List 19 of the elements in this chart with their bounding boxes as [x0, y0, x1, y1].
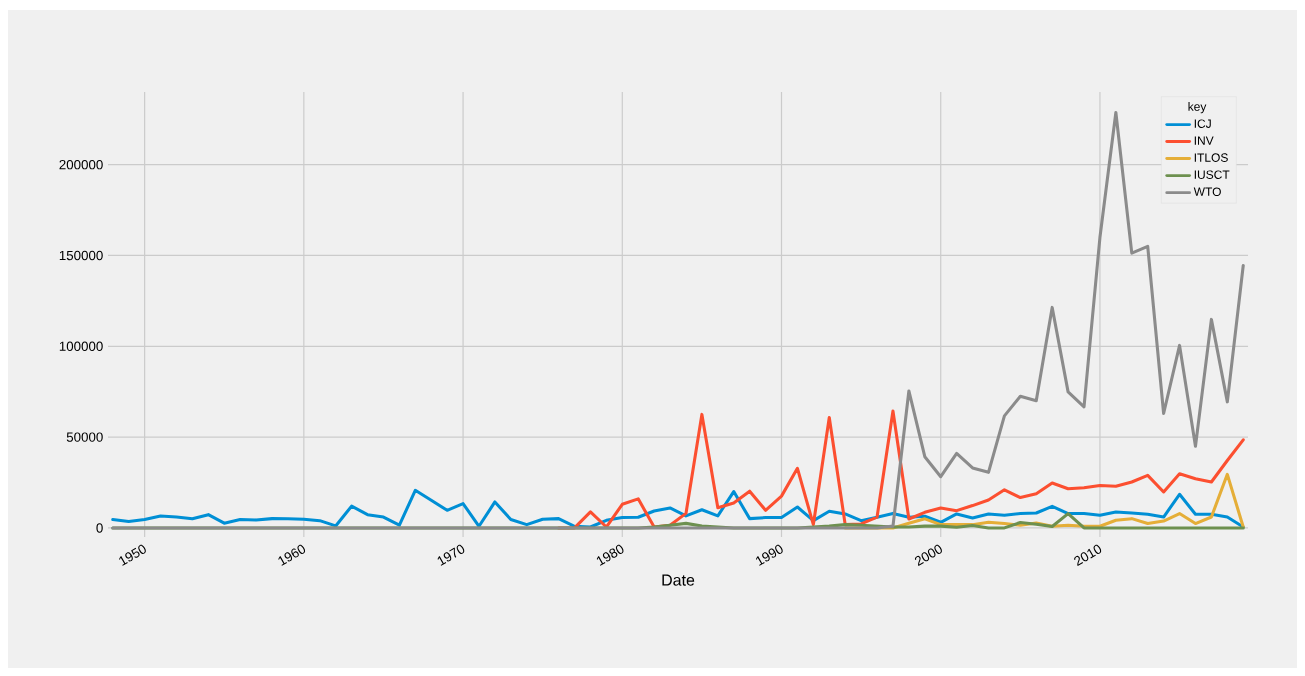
y-tick-label: 100000 [59, 341, 103, 351]
x-tick-label: 1990 [756, 544, 783, 566]
legend-label: INV [1194, 136, 1214, 145]
legend-label: IUSCT [1194, 170, 1230, 179]
x-tick-label: 2000 [914, 544, 942, 566]
x-tick-label: 2010 [1074, 544, 1102, 566]
y-tick-label: 200000 [59, 159, 103, 170]
y-tick-label: 150000 [59, 250, 103, 261]
x-tick-label: 1970 [437, 544, 465, 566]
legend-title: key [1188, 102, 1207, 114]
x-axis-title: Date [662, 574, 695, 586]
x-tick-label: 1950 [119, 544, 146, 566]
legend-label: WTO [1193, 187, 1221, 196]
legend-label: ICJ [1194, 119, 1211, 128]
legend-label: ITLOS [1194, 153, 1228, 162]
y-tick-label: 0 [96, 523, 103, 533]
x-tick-label: 1960 [278, 544, 306, 566]
y-tick-label: 50000 [66, 432, 103, 442]
x-tick-label: 1980 [596, 544, 624, 566]
